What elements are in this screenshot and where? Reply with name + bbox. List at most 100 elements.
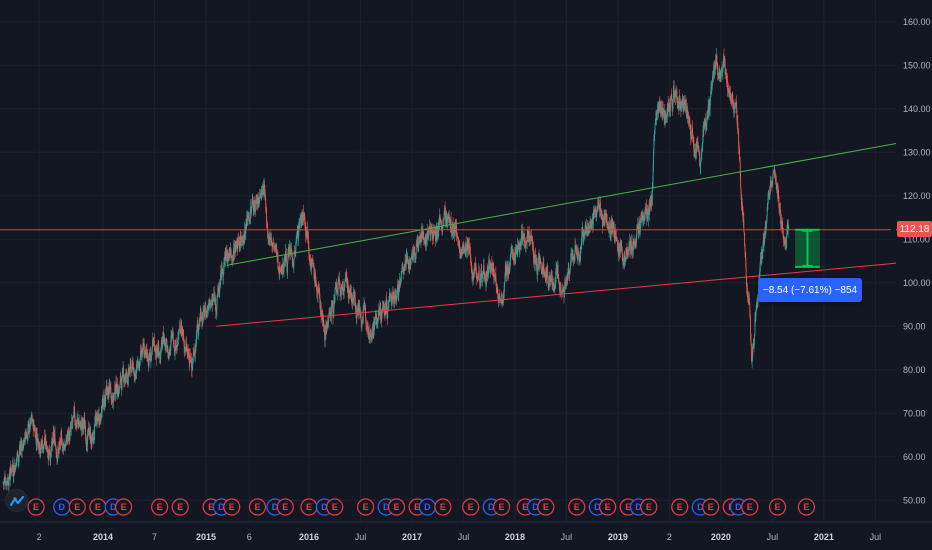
earnings-marker[interactable]: E (462, 498, 480, 516)
trendlines[interactable] (0, 143, 897, 327)
earnings-marker[interactable]: E (223, 498, 241, 516)
candle-body (139, 357, 141, 366)
price-axis[interactable]: 160.00 150.00 140.00 130.00 120.00 110.00 100.… (896, 17, 932, 506)
earnings-marker[interactable]: E (492, 498, 511, 516)
candle-body (620, 241, 622, 248)
candle-body (262, 189, 263, 192)
earnings-marker[interactable]: E (248, 498, 267, 516)
earnings-marker[interactable]: E (797, 498, 816, 516)
candle-body (578, 251, 580, 256)
earnings-marker[interactable]: E (300, 498, 318, 516)
candle-body (39, 442, 40, 453)
candle-body (186, 343, 187, 350)
earnings-marker[interactable]: E (171, 498, 189, 516)
tradingview-logo-icon[interactable] (5, 489, 28, 512)
candle-body (699, 166, 701, 167)
lower-trendline[interactable] (216, 262, 897, 327)
candle-body (308, 239, 309, 249)
candle-body (744, 245, 746, 252)
candle-body (776, 186, 778, 189)
candle-body (431, 232, 433, 238)
earnings-marker[interactable]: E (537, 498, 555, 516)
candle-body (542, 271, 544, 275)
earnings-marker[interactable]: E (568, 498, 586, 516)
candle-body (151, 341, 153, 349)
candle-body (353, 292, 355, 299)
earnings-marker[interactable]: E (27, 498, 45, 516)
candle-body (251, 201, 253, 208)
candle-body (456, 226, 458, 238)
candle-body (447, 220, 448, 221)
candle-body (517, 245, 519, 255)
svg-text:D: D (218, 502, 225, 512)
earnings-marker[interactable]: E (702, 498, 720, 516)
time-axis[interactable]: 2 2014 7 2015 6 2016 Jul 2017 Jul 2018 Jul 2019 2 202… (0, 521, 932, 542)
svg-text:E: E (33, 502, 39, 512)
svg-text:D: D (59, 502, 66, 512)
earnings-marker[interactable]: E (89, 498, 107, 516)
candle-body (449, 216, 450, 223)
dividend-marker[interactable]: D (53, 498, 71, 516)
candle-body (307, 232, 309, 238)
candle-body (666, 115, 668, 117)
candle-body (786, 229, 788, 235)
candle-body (411, 257, 413, 259)
upper-trendline[interactable] (226, 143, 897, 266)
earnings-marker[interactable]: E (114, 498, 133, 516)
candle-body (598, 203, 600, 206)
candle-body (622, 258, 624, 266)
measure-tool[interactable] (795, 228, 820, 268)
svg-text:E: E (708, 502, 714, 512)
candle-body (331, 307, 332, 317)
earnings-marker[interactable]: E (434, 498, 452, 516)
candle-body (716, 55, 718, 64)
event-markers[interactable]: EDEEDEEEEDEEDEEDEEDEEDEEDEEDEEDEEDEEDEED… (27, 498, 816, 516)
candle-body (532, 241, 534, 251)
earnings-marker[interactable]: E (276, 498, 294, 516)
candle-body (113, 393, 115, 399)
candle-body (197, 324, 199, 328)
candle-body (265, 207, 267, 209)
candle-body (183, 335, 185, 343)
candle-body (114, 385, 116, 392)
earnings-marker[interactable]: E (387, 498, 406, 516)
earnings-marker[interactable]: E (68, 498, 86, 516)
candle-body (244, 228, 246, 238)
svg-text:E: E (574, 502, 580, 512)
candle-body (437, 228, 439, 237)
candle-body (771, 185, 773, 187)
earnings-marker[interactable]: E (768, 498, 787, 516)
candle-body (749, 315, 751, 320)
earnings-marker[interactable]: E (357, 498, 375, 516)
earnings-marker[interactable]: E (151, 498, 169, 516)
candle-body (127, 373, 129, 385)
earnings-marker[interactable]: E (599, 498, 617, 516)
dividend-marker[interactable]: D (418, 498, 437, 516)
candle-body (6, 483, 8, 484)
candle-body (188, 354, 190, 357)
candle-body (564, 280, 566, 288)
candle-body (550, 279, 551, 282)
candle-body (526, 235, 528, 242)
candle-body (34, 428, 36, 438)
earnings-marker[interactable]: E (671, 498, 689, 516)
candle-body (558, 278, 560, 283)
earnings-marker[interactable]: E (741, 498, 759, 516)
candle-body (566, 283, 568, 286)
candle-body (769, 194, 771, 195)
candle-body (409, 260, 411, 264)
earnings-marker[interactable]: E (640, 498, 658, 516)
candle-body (719, 71, 721, 79)
candle-body (54, 434, 56, 442)
earnings-marker[interactable]: E (326, 498, 344, 516)
candle-body (446, 220, 448, 223)
candle-body (782, 223, 784, 229)
candle-body (655, 118, 656, 125)
candle-body (153, 339, 155, 341)
candle-body (621, 247, 623, 254)
candle-body (761, 250, 763, 260)
candle-body (657, 103, 659, 113)
candle-body (216, 294, 218, 299)
